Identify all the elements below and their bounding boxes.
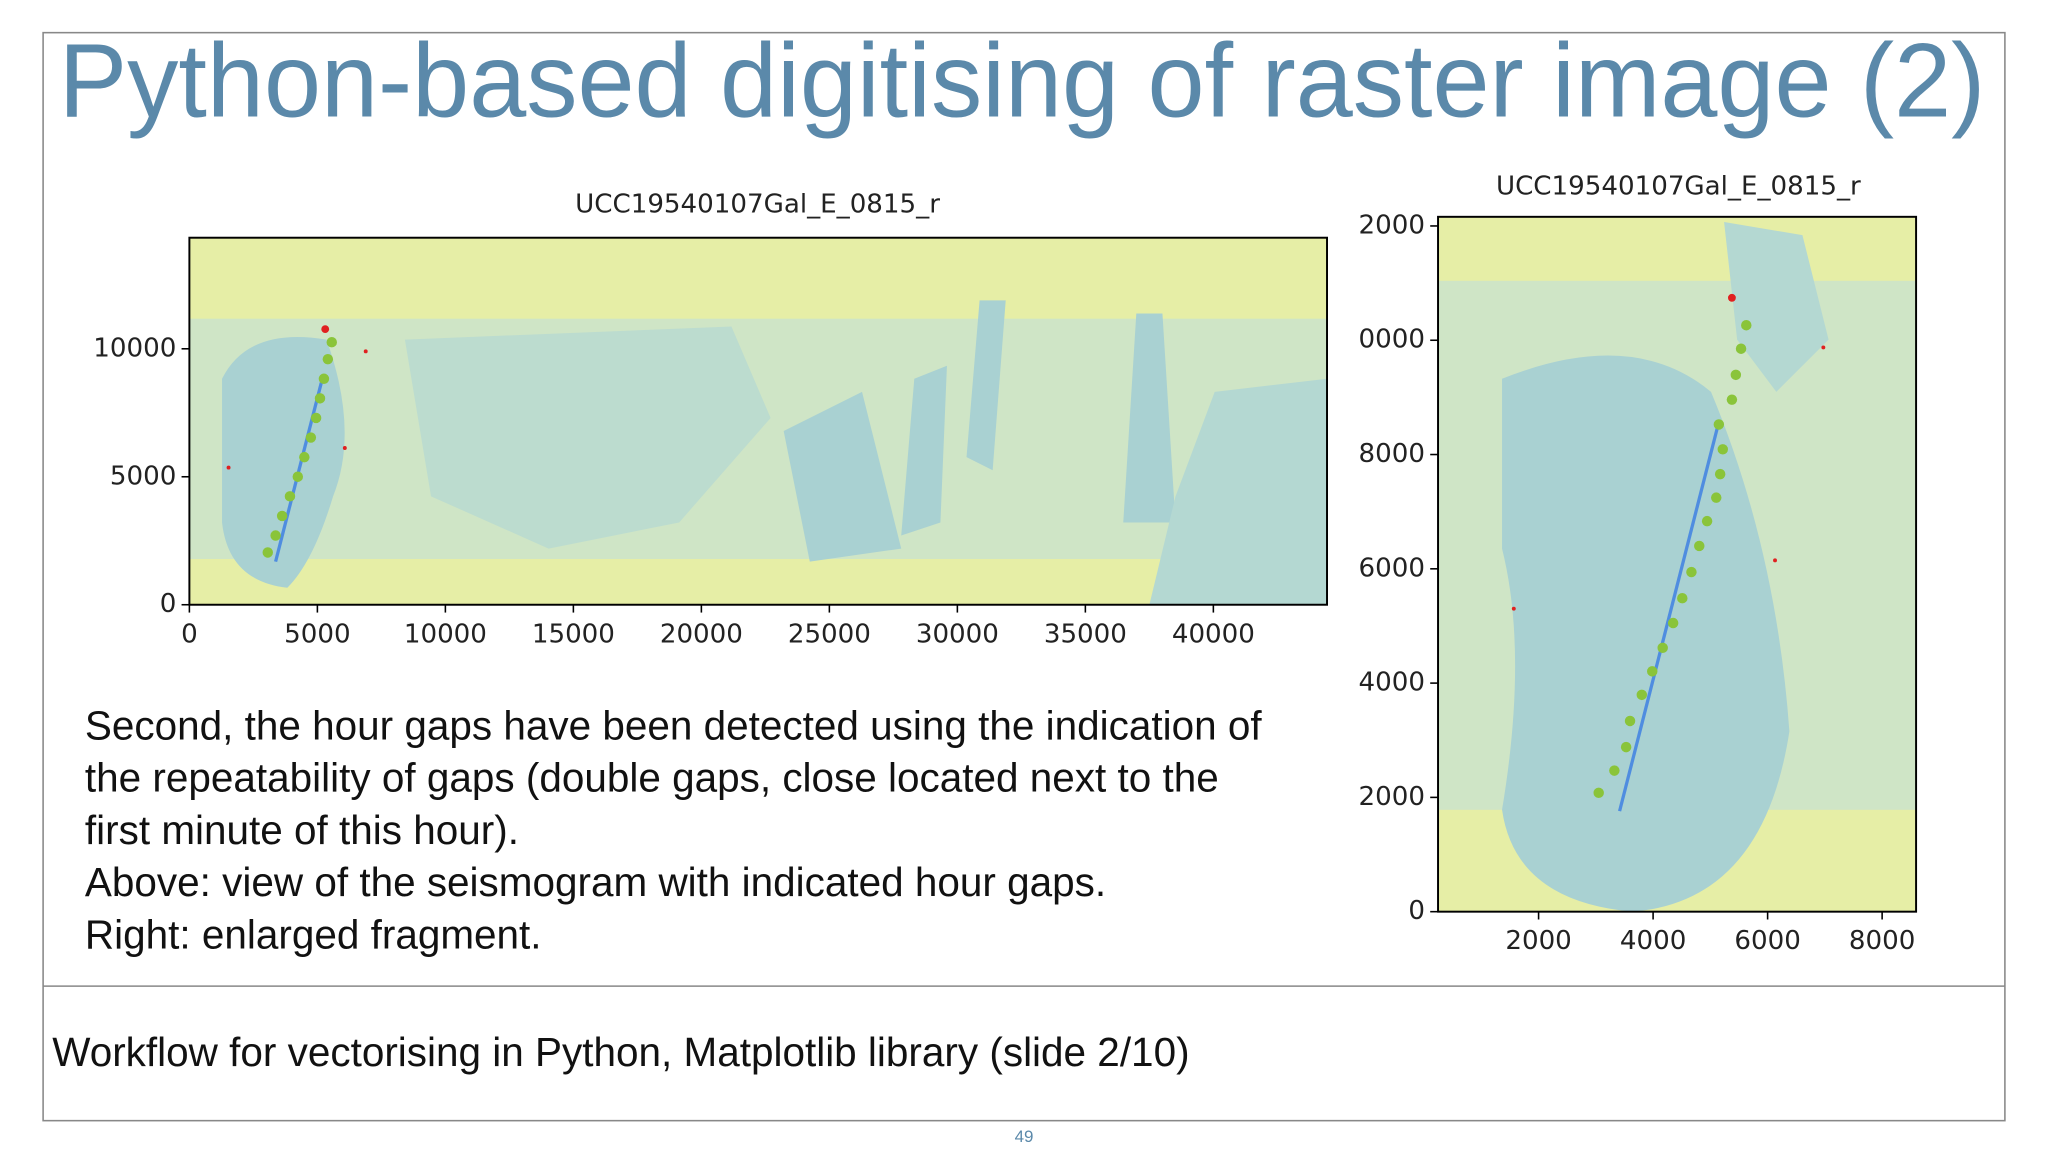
y-tick-label: 10000 [93, 333, 176, 363]
x-tick-label: 35000 [1044, 619, 1127, 649]
figure-title: UCC19540107Gal_E_0815_r [575, 190, 940, 220]
caption: Workflow for vectorising in Python, Matp… [52, 1029, 1189, 1075]
y-tick-label: 0000 [1359, 325, 1425, 355]
body-line: Above: view of the seismogram with indic… [85, 859, 1106, 905]
x-tick-label: 15000 [532, 619, 615, 649]
x-tick-label: 0 [181, 619, 198, 649]
slide-frame [42, 31, 2006, 1122]
body-line: the repeatability of gaps (double gaps, … [85, 755, 1219, 801]
figure-title: UCC19540107Gal_E_0815_r [1496, 171, 1861, 201]
body-line: first minute of this hour). [85, 807, 519, 853]
body-line: Right: enlarged fragment. [85, 911, 542, 957]
x-tick-label: 40000 [1172, 619, 1255, 649]
y-tick-label: 5000 [110, 461, 176, 491]
y-tick-label: 2000 [1359, 782, 1425, 812]
x-tick-label: 25000 [788, 619, 871, 649]
raster-image [189, 237, 1328, 605]
y-tick-label: 4000 [1359, 668, 1425, 698]
raster-image [1438, 216, 1917, 912]
y-tick-label: 0 [160, 589, 177, 619]
page-number: 49 [1015, 1127, 1034, 1146]
x-tick-label: 10000 [404, 619, 487, 649]
body-text: Second, the hour gaps have been detected… [85, 703, 1262, 958]
x-tick-label: 8000 [1849, 926, 1915, 956]
x-tick-label: 30000 [916, 619, 999, 649]
x-tick-label: 2000 [1505, 926, 1571, 956]
x-tick-label: 6000 [1734, 926, 1800, 956]
axes-frame [188, 236, 1328, 606]
axes-frame [1437, 215, 1918, 913]
y-tick-label: 2000 [1359, 210, 1425, 240]
y-tick-label: 8000 [1359, 439, 1425, 469]
y-tick-label: 0 [1408, 896, 1425, 926]
x-tick-label: 20000 [660, 619, 743, 649]
y-tick-label: 6000 [1359, 553, 1425, 583]
x-tick-label: 4000 [1620, 926, 1686, 956]
body-line: Second, the hour gaps have been detected… [85, 703, 1262, 749]
slide-title: Python-based digitising of raster image … [59, 22, 1986, 139]
x-tick-label: 5000 [284, 619, 350, 649]
